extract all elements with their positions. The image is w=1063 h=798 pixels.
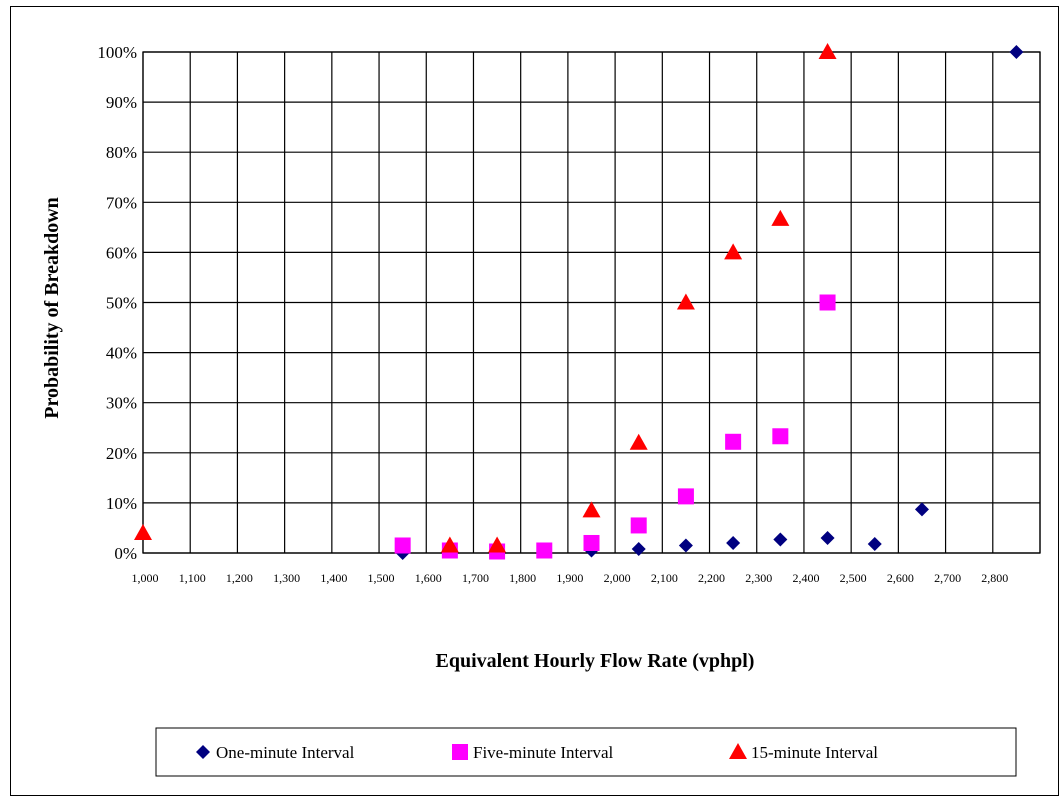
x-axis-title: Equivalent Hourly Flow Rate (vphpl): [436, 650, 755, 672]
square-point: [725, 433, 742, 450]
chart-frame: [10, 6, 1059, 796]
legend-entry: Five-minute Interval: [452, 743, 613, 762]
diamond-point: [726, 535, 741, 550]
legend: One-minute Interval Five-minute Interval 1…: [155, 727, 1017, 777]
y-tick-label: 50%: [106, 294, 137, 313]
legend-label: Five-minute Interval: [473, 743, 613, 762]
x-tick-label: 1,100: [179, 571, 206, 585]
legend-triangle-icon: [729, 743, 747, 759]
x-tick-label: 1,000: [132, 571, 159, 585]
x-tick-label: 1,500: [368, 571, 395, 585]
x-tick-label: 1,700: [462, 571, 489, 585]
square-point: [536, 542, 553, 559]
legend-diamond-icon: [196, 745, 210, 759]
x-tick-label: 2,700: [934, 571, 961, 585]
x-tick-label: 2,800: [981, 571, 1008, 585]
y-tick-label: 60%: [106, 243, 137, 262]
x-tick-label: 1,800: [509, 571, 536, 585]
diamond-point: [773, 532, 788, 547]
y-tick-label: 100%: [97, 43, 137, 62]
triangle-point: [582, 501, 601, 518]
diamond-point: [1009, 45, 1024, 59]
x-tick-label: 2,600: [887, 571, 914, 585]
x-tick-label: 2,500: [840, 571, 867, 585]
diamond-point: [678, 538, 693, 553]
x-tick-label: 2,300: [745, 571, 772, 585]
series-diamond: [395, 45, 1024, 560]
triangle-point: [818, 43, 837, 59]
diamond-point: [914, 502, 929, 517]
triangle-point: [724, 243, 743, 260]
triangle-point: [629, 433, 648, 450]
triangle-point: [771, 209, 790, 226]
data-points: [134, 43, 1024, 560]
y-tick-labels: 0% 10% 20% 30% 40% 50% 60% 70% 80% 90% 100%: [97, 43, 137, 563]
diamond-point: [867, 536, 882, 551]
legend-box: [155, 727, 1017, 777]
legend-entry: 15-minute Interval: [729, 743, 878, 762]
triangle-point: [676, 293, 695, 310]
y-tick-label: 0%: [114, 544, 137, 563]
x-tick-label: 1,200: [226, 571, 253, 585]
y-tick-label: 80%: [106, 143, 137, 162]
x-tick-label: 1,300: [273, 571, 300, 585]
x-tick-label: 1,900: [556, 571, 583, 585]
x-tick-label: 2,100: [651, 571, 678, 585]
legend-square-icon: [452, 744, 468, 760]
y-tick-label: 20%: [106, 444, 137, 463]
square-point: [583, 534, 600, 551]
triangle-point: [134, 523, 152, 540]
series-square: [394, 294, 836, 560]
y-tick-label: 10%: [106, 494, 137, 513]
x-tick-label: 1,400: [320, 571, 347, 585]
y-tick-label: 90%: [106, 93, 137, 112]
square-point: [677, 488, 694, 505]
square-point: [772, 428, 789, 445]
series-triangle: [134, 43, 837, 553]
y-axis-title: Probability of Breakdown: [41, 197, 63, 419]
x-tick-label: 1,600: [415, 571, 442, 585]
y-tick-label: 70%: [106, 193, 137, 212]
legend-label: One-minute Interval: [216, 743, 355, 762]
x-tick-label: 2,400: [792, 571, 819, 585]
x-tick-labels: 1,000 1,100 1,200 1,300 1,400 1,500 1,600 1,700…: [132, 571, 1009, 585]
x-tick-label: 2,000: [604, 571, 631, 585]
y-tick-label: 30%: [106, 394, 137, 413]
diamond-point: [820, 530, 835, 545]
square-point: [394, 537, 411, 554]
x-tick-label: 2,200: [698, 571, 725, 585]
grid-lines: [142, 51, 1041, 554]
legend-entry: One-minute Interval: [196, 743, 355, 762]
y-tick-label: 40%: [106, 344, 137, 363]
diamond-point: [631, 541, 646, 556]
square-point: [819, 294, 836, 311]
triangle-point: [488, 536, 507, 553]
legend-label: 15-minute Interval: [751, 743, 878, 762]
square-point: [630, 517, 647, 534]
triangle-point: [440, 536, 459, 553]
